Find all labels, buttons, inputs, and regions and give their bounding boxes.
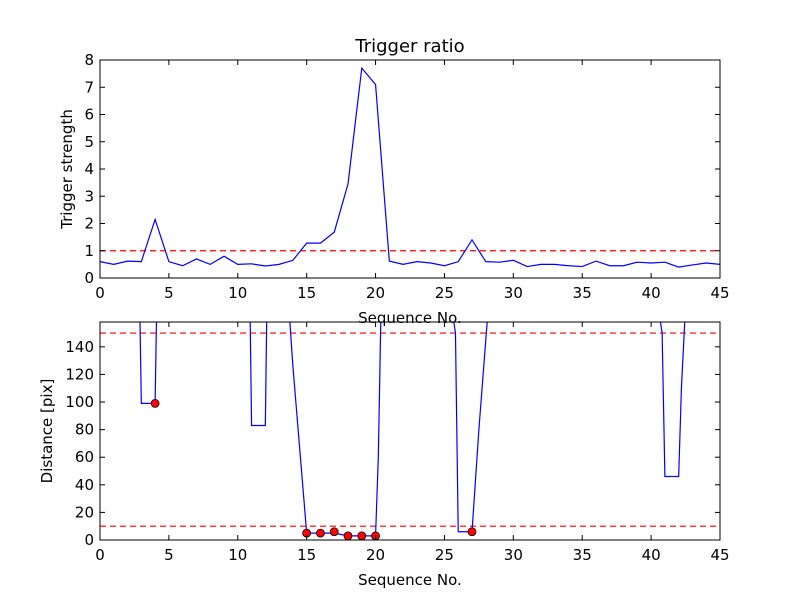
plot-area <box>100 66 720 268</box>
axes-frame <box>99 321 721 541</box>
x-tick-label: 5 <box>164 284 174 302</box>
y-tick-label: 5 <box>84 133 94 151</box>
series-line <box>100 66 720 268</box>
x-tick-label: 45 <box>710 546 729 564</box>
axis-ticks: 0 5 10 15 20 25 30 35 40 45 0 20 40 60 80 100 120 140 <box>65 322 730 564</box>
y-tick-label: 100 <box>65 393 94 411</box>
x-tick-label: 10 <box>228 546 247 564</box>
y-tick-label: 7 <box>84 78 94 96</box>
y-tick-label: 120 <box>65 365 94 383</box>
y-tick-label: 60 <box>75 448 94 466</box>
y-axis-label: Distance [pix] <box>38 379 56 484</box>
y-tick-label: 6 <box>84 106 94 124</box>
trigger-ratio-panel: Trigger ratio Sequence No. Trigger stren… <box>58 36 730 327</box>
x-tick-label: 15 <box>297 284 316 302</box>
data-point <box>316 528 325 538</box>
x-axis-label: Sequence No. <box>358 309 462 327</box>
chart-title: Trigger ratio <box>354 36 464 57</box>
x-tick-label: 25 <box>435 284 454 302</box>
x-tick-label: 30 <box>504 546 523 564</box>
x-tick-label: 45 <box>710 284 729 302</box>
x-tick-label: 25 <box>435 546 454 564</box>
x-tick-label: 0 <box>95 284 105 302</box>
x-tick-label: 10 <box>228 284 247 302</box>
data-point <box>467 527 477 537</box>
y-tick-label: 140 <box>65 338 94 356</box>
y-tick-label: 0 <box>84 531 94 549</box>
x-tick-label: 20 <box>366 546 385 564</box>
y-tick-label: 40 <box>75 476 94 494</box>
y-tick-label: 4 <box>84 160 94 178</box>
x-axis-label: Sequence No. <box>358 571 462 589</box>
y-tick-label: 0 <box>84 269 94 287</box>
y-tick-label: 20 <box>75 503 94 521</box>
x-tick-label: 20 <box>366 284 385 302</box>
x-tick-label: 15 <box>297 546 316 564</box>
plot-area <box>100 322 720 540</box>
y-tick-label: 8 <box>84 51 94 69</box>
y-tick-label: 3 <box>84 187 94 205</box>
data-point <box>150 399 160 408</box>
y-tick-label: 1 <box>84 242 94 260</box>
y-tick-label: 2 <box>84 215 94 233</box>
y-tick-label: 80 <box>75 421 94 439</box>
distance-panel: Sequence No. Distance [pix] 0 5 10 15 20 25 30… <box>38 321 730 589</box>
x-tick-label: 40 <box>642 284 661 302</box>
x-tick-label: 35 <box>573 546 592 564</box>
x-tick-label: 30 <box>504 284 523 302</box>
data-point <box>343 531 353 540</box>
x-tick-label: 40 <box>642 546 661 564</box>
data-point <box>357 531 367 540</box>
x-tick-label: 0 <box>95 546 105 564</box>
data-point <box>329 527 339 537</box>
x-tick-label: 5 <box>164 546 174 564</box>
x-tick-label: 35 <box>573 284 592 302</box>
y-axis-label: Trigger strength <box>58 109 76 230</box>
